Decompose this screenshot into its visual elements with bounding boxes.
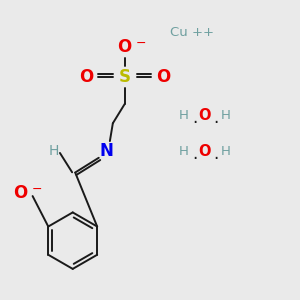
Text: −: − [136,38,146,50]
Text: .: . [213,145,218,163]
Text: H: H [48,145,59,158]
Text: −: − [32,183,42,196]
Text: O: O [14,184,28,202]
Text: N: N [100,142,114,160]
Text: H: H [179,109,189,122]
Text: S: S [119,68,131,86]
Text: O: O [199,144,211,159]
Text: .: . [213,109,218,127]
Text: O: O [79,68,93,86]
Text: .: . [192,109,197,127]
Text: O: O [156,68,170,86]
Text: H: H [179,145,189,158]
Text: .: . [192,145,197,163]
Text: O: O [199,108,211,123]
Text: O: O [118,38,132,56]
Text: H: H [221,145,231,158]
Text: Cu ++: Cu ++ [169,26,214,39]
Text: H: H [221,109,231,122]
